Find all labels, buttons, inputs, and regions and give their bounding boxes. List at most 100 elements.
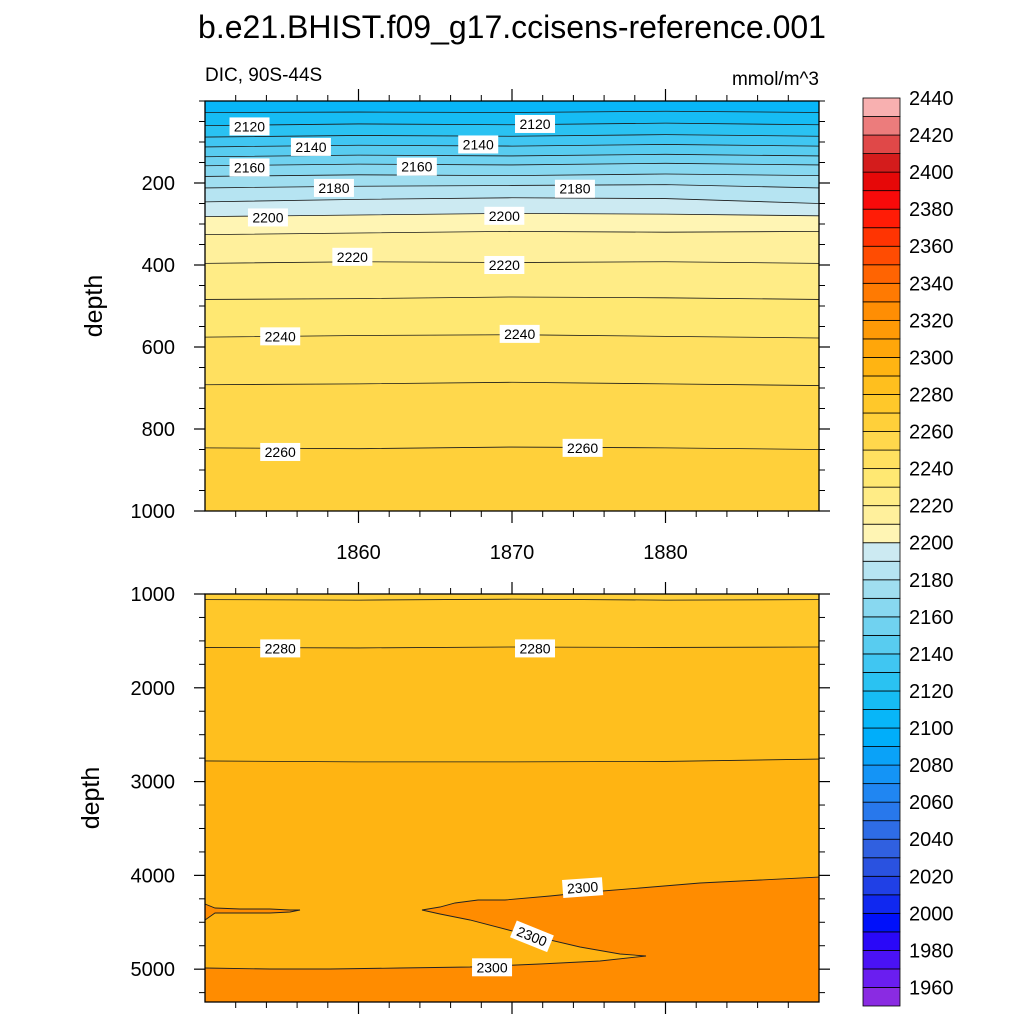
contour-label-bg	[247, 208, 288, 227]
colorbar-box	[862, 319, 901, 340]
colorbar-label: 2260	[909, 422, 954, 444]
contour-label: 2240	[260, 327, 301, 346]
contour-line-2180	[205, 184, 819, 189]
contour-label: 2180	[313, 178, 354, 197]
contour-label: 2260	[260, 442, 301, 461]
contour-label: 2180	[554, 179, 595, 198]
contour-label-bg	[332, 247, 373, 266]
contour-label-text: 2140	[295, 139, 326, 155]
colorbar-label: 2240	[909, 459, 954, 481]
contour-label: 2300	[472, 958, 513, 977]
upper-axes: 200 400 600 800 1000 1860 1870 1880	[131, 89, 830, 564]
contour-band	[205, 646, 819, 762]
colorbar-box	[862, 116, 901, 136]
contour-line-2170	[205, 173, 819, 177]
contour-label: 2140	[290, 137, 331, 156]
y-tick-label: 600	[142, 337, 175, 359]
colorbar-box	[862, 894, 901, 914]
contour-label-text: 2160	[401, 159, 432, 175]
y-tick-label: 4000	[131, 865, 176, 887]
colorbar-box	[862, 375, 901, 395]
contour-line-2260	[205, 446, 819, 450]
contour-band	[205, 184, 819, 204]
contour-line-2290	[205, 758, 819, 763]
contour-label: 2240	[499, 324, 540, 343]
colorbar-label: 2060	[909, 792, 954, 814]
contour-label-bg	[515, 639, 556, 658]
colorbar-box	[862, 505, 901, 525]
colorbar-box	[862, 727, 901, 747]
contour-label-text: 2280	[265, 640, 296, 656]
contour-band	[205, 144, 819, 157]
contour-line-2110	[205, 110, 819, 113]
y-tick-label: 3000	[131, 772, 176, 794]
contour-band	[205, 123, 819, 138]
colorbar-box	[862, 764, 901, 785]
colorbar-box	[862, 746, 901, 766]
contour-label: 2140	[458, 135, 499, 154]
colorbar-box	[862, 653, 901, 673]
subtitle-units: mmol/m^3	[732, 69, 819, 90]
contour-label: 2160	[396, 157, 437, 176]
colorbar-label: 2180	[909, 570, 954, 592]
contour-label: 2120	[515, 114, 556, 133]
colorbar-label: 2200	[909, 533, 954, 555]
contour-label-bg	[554, 179, 595, 198]
colorbar-box	[862, 709, 901, 729]
colorbar-label: 2120	[909, 681, 954, 703]
colorbar-box	[862, 431, 901, 451]
contour-line-2230	[205, 296, 819, 300]
x-tick-label: 1870	[490, 542, 535, 564]
colorbar: 1960 1980 2000 2020 2040 2060 2080 2100 2120 2140…	[862, 88, 954, 1007]
contour-band	[205, 334, 819, 386]
colorbar-label: 2040	[909, 829, 954, 851]
colorbar-box	[862, 338, 901, 358]
contour-label-bg	[260, 442, 301, 461]
colorbar-box	[862, 875, 901, 896]
colorbar-box	[862, 468, 901, 488]
y-tick-label: 1000	[131, 501, 176, 523]
colorbar-box	[862, 357, 901, 377]
contour-label-bg	[472, 958, 513, 977]
colorbar-box	[862, 301, 901, 321]
contour-label-bg	[562, 877, 604, 898]
y-tick-label: 2000	[131, 678, 176, 700]
colorbar-box	[862, 245, 901, 266]
x-tick-label: 1880	[643, 542, 688, 564]
contour-band	[205, 382, 819, 450]
contour-label-bg	[515, 114, 556, 133]
colorbar-box	[862, 190, 901, 210]
colorbar-box	[862, 616, 901, 636]
colorbar-box	[862, 912, 901, 933]
contour-label: 2220	[484, 256, 525, 274]
contour-line-2190	[205, 197, 819, 204]
contour-line-2160	[205, 162, 819, 167]
y-tick-label: 200	[142, 173, 175, 195]
colorbar-box	[862, 987, 901, 1007]
colorbar-box	[862, 857, 901, 877]
upper-contour-labels: 2120 2120 2140 2140 2160 2160 2180 2180 2200 2200…	[229, 114, 603, 461]
contour-label-text: 2280	[519, 640, 550, 656]
colorbar-box	[862, 672, 901, 692]
colorbar-boxes	[862, 97, 901, 1007]
upper-contour-fill	[205, 101, 819, 511]
colorbar-box	[862, 97, 901, 117]
colorbar-box	[862, 282, 901, 303]
contour-label: 2260	[562, 438, 603, 457]
lower-axes: 1000 2000 3000 4000 5000	[131, 582, 830, 1014]
colorbar-label: 2400	[909, 162, 954, 184]
contour-band	[205, 134, 819, 147]
colorbar-box	[862, 134, 901, 154]
colorbar-box	[862, 560, 901, 581]
contour-label-text: 2180	[318, 180, 349, 196]
contour-label: 2200	[484, 206, 525, 225]
colorbar-box	[862, 523, 901, 544]
subtitle-left: DIC, 90S-44S	[205, 65, 322, 86]
contour-label-bg	[484, 206, 525, 225]
upper-y-axis-label: depth	[80, 275, 108, 338]
contour-line-2270	[205, 598, 819, 601]
contour-label-text: 2240	[265, 328, 296, 344]
contour-band	[205, 111, 819, 126]
